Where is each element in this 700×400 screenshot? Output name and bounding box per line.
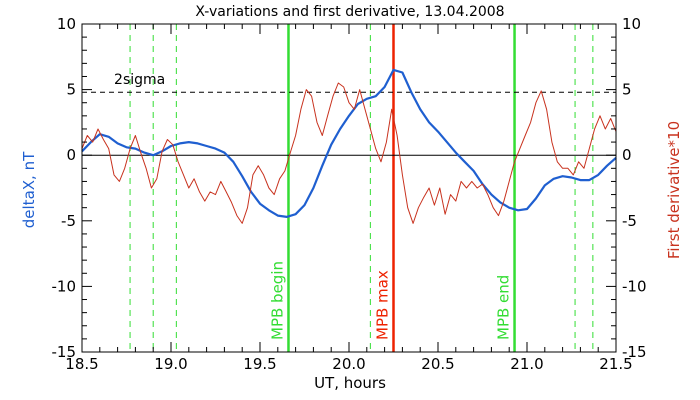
x-tick-label: 21.0 <box>510 355 543 373</box>
mpb-end-label: MPB end <box>495 275 513 340</box>
mpb-max-label: MPB max <box>374 270 392 340</box>
derivative-series-line <box>81 82 617 224</box>
axes: 18.5 19.0 19.5 20.0 20.5 21.0 21.5 10 10 5 5 0 0 -5 -5… <box>52 15 647 373</box>
chart-title: X-variations and first derivative, 13.04… <box>195 4 504 20</box>
x-tick-label: 19.5 <box>243 355 276 373</box>
y-tick-label-right: -5 <box>622 212 637 230</box>
vertical-marker-lines: MPB begin MPB max MPB end <box>129 24 594 352</box>
x-tick-label: 21.5 <box>599 355 632 373</box>
y-tick-label-right: 10 <box>622 15 641 33</box>
x-tick-label: 20.0 <box>332 355 365 373</box>
y-axis-label-right: First derivative*10 <box>665 121 683 259</box>
sigma-label: 2sigma <box>114 72 165 88</box>
y-tick-label-right: 0 <box>622 146 632 164</box>
y-tick-label-left: -5 <box>61 212 76 230</box>
y-axis-label-left: deltaX, nT <box>20 151 38 228</box>
mpb-begin-label: MPB begin <box>268 261 286 340</box>
deltaX-series-line <box>81 68 617 218</box>
x-tick-label: 20.5 <box>421 355 454 373</box>
x-tick-label: 18.5 <box>65 355 98 373</box>
y-tick-label-left: 10 <box>57 15 76 33</box>
y-tick-label-right: -10 <box>622 277 647 295</box>
series-layer <box>81 68 617 224</box>
x-axis-label: UT, hours <box>314 374 386 392</box>
y-tick-label-left: -10 <box>52 277 77 295</box>
y-tick-label-right: 5 <box>622 81 632 99</box>
y-tick-label-left: 5 <box>66 81 76 99</box>
y-tick-label-left: -15 <box>52 343 77 361</box>
y-tick-label-right: -15 <box>622 343 647 361</box>
x-tick-label: 19.0 <box>154 355 187 373</box>
reference-lines: 2sigma <box>82 72 616 156</box>
y-tick-label-left: 0 <box>66 146 76 164</box>
